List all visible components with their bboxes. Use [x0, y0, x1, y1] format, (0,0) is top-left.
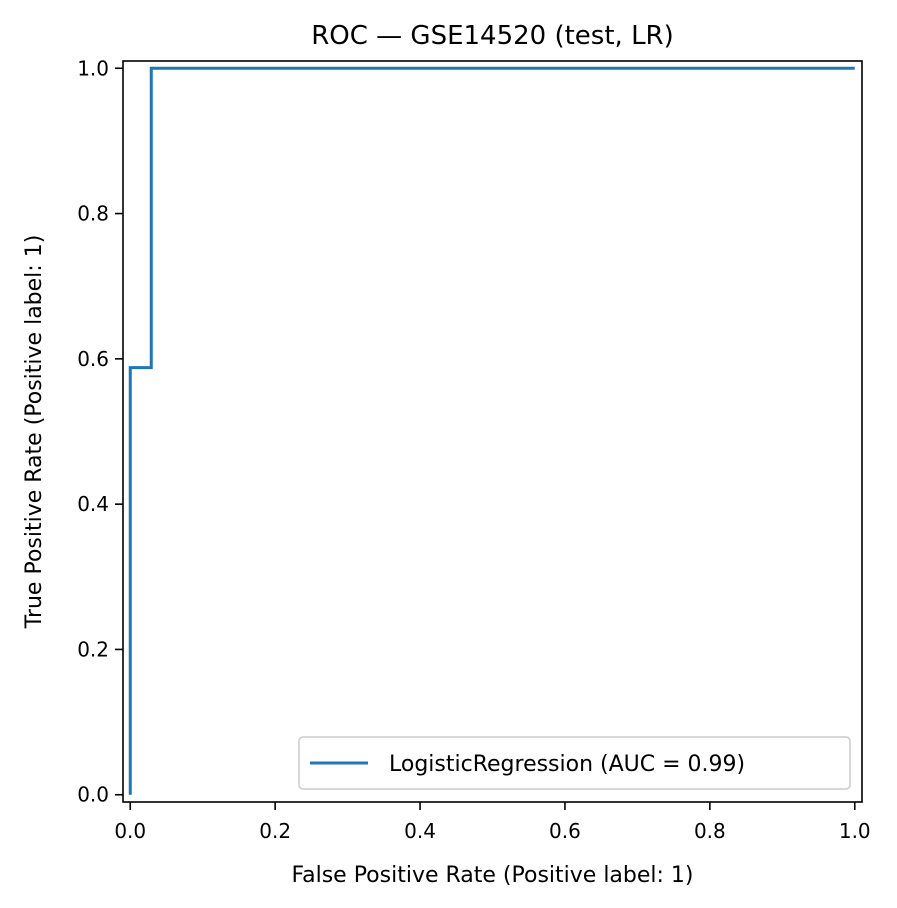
x-axis-label: False Positive Rate (Positive label: 1)	[291, 863, 693, 888]
y-tick-label: 0.6	[77, 347, 109, 371]
x-tick-label: 0.4	[404, 819, 436, 843]
y-tick-label: 0.4	[77, 492, 109, 516]
chart-title: ROC — GSE14520 (test, LR)	[311, 21, 674, 51]
y-tick-label: 0.0	[77, 783, 109, 807]
legend-label: LogisticRegression (AUC = 0.99)	[389, 752, 745, 777]
x-tick-label: 0.0	[114, 819, 146, 843]
y-tick-label: 1.0	[77, 56, 109, 80]
x-tick-label: 1.0	[839, 819, 871, 843]
x-tick-label: 0.2	[259, 819, 291, 843]
y-axis-ticks: 0.0 0.2 0.4 0.6 0.8 1.0	[77, 56, 123, 807]
x-axis-ticks: 0.0 0.2 0.4 0.6 0.8 1.0	[114, 802, 871, 843]
y-axis-label: True Positive Rate (Positive label: 1)	[22, 235, 47, 630]
y-tick-label: 0.8	[77, 202, 109, 226]
legend: LogisticRegression (AUC = 0.99)	[298, 736, 851, 790]
x-tick-label: 0.6	[549, 819, 581, 843]
legend-box	[298, 736, 851, 790]
plot-frame	[122, 60, 863, 803]
y-tick-label: 0.2	[77, 637, 109, 661]
x-tick-label: 0.8	[694, 819, 726, 843]
series-layer	[128, 66, 855, 795]
roc-curve-line	[128, 66, 855, 795]
